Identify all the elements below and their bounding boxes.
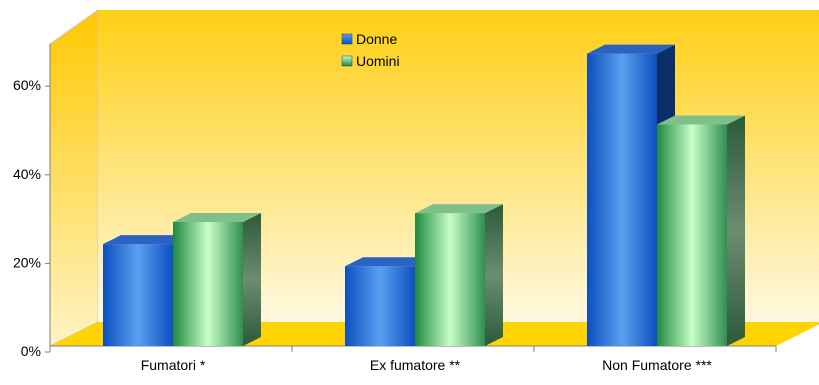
y-tick-label: 60% [13, 77, 41, 93]
legend-swatch-donne [341, 33, 353, 45]
bar-top [657, 115, 745, 125]
bar-top [587, 44, 675, 54]
bar-front [415, 213, 485, 346]
bar-front [657, 124, 727, 346]
bar-front [587, 53, 657, 347]
bar-front [173, 221, 243, 346]
y-tick-label: 20% [13, 254, 41, 270]
x-category-label: Non Fumatore *** [602, 357, 712, 373]
y-tick-label: 40% [13, 166, 41, 182]
bar-uomini-1 [415, 204, 503, 346]
bar-side [727, 115, 745, 346]
bar-top [345, 257, 433, 267]
side-wall [49, 9, 99, 347]
y-tick-label: 0% [21, 343, 41, 359]
bar-uomini-2 [657, 115, 745, 346]
bar-front [345, 266, 415, 346]
bar-top [173, 212, 261, 222]
bar-front [103, 244, 173, 346]
bar-side [485, 204, 503, 346]
bar-top [103, 235, 191, 245]
bar-side [243, 212, 261, 346]
legend: Donne Uomini [341, 31, 400, 69]
legend-swatch-uomini [341, 55, 353, 67]
bar-uomini-0 [173, 212, 261, 346]
x-category-label: Ex fumatore ** [370, 357, 461, 373]
legend-label-uomini: Uomini [356, 53, 400, 69]
legend-label-donne: Donne [356, 31, 397, 47]
x-category-label: Fumatori * [141, 357, 206, 373]
bar-top [415, 204, 503, 214]
